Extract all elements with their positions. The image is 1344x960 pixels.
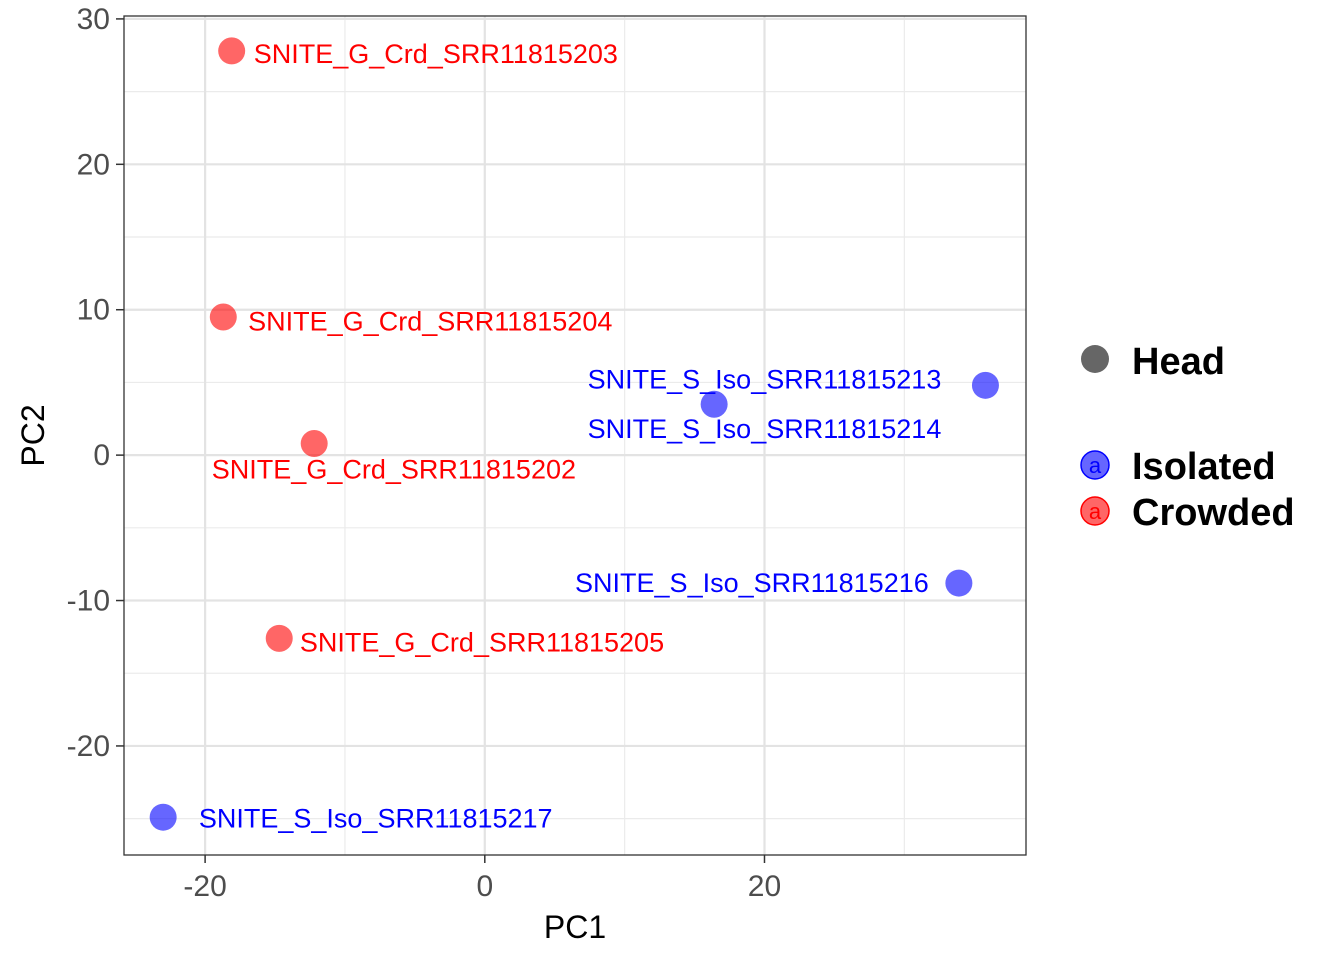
legend-key-head (1081, 345, 1109, 373)
major-gridlines (124, 16, 1026, 855)
data-point (971, 371, 999, 399)
legend-key-crowded (1080, 496, 1110, 526)
legend-key-glyph: a (1089, 453, 1102, 478)
point-label: SNITE_G_Crd_SRR11815205 (300, 628, 664, 658)
data-point (300, 429, 328, 457)
data-point (218, 37, 246, 65)
x-tick-label: 0 (476, 870, 493, 903)
data-point (945, 569, 973, 597)
y-tick-label: 0 (93, 439, 110, 472)
x-axis: -20 0 20 (183, 855, 781, 903)
data-point (265, 624, 293, 652)
point-label: SNITE_S_Iso_SRR11815213 (588, 365, 942, 395)
data-point (149, 803, 177, 831)
y-tick-label: -20 (67, 730, 110, 763)
y-tick-label: -10 (67, 585, 110, 618)
panel-border (123, 15, 1027, 856)
data-point (209, 303, 237, 331)
legend-label-isolated: Isolated (1132, 446, 1276, 488)
point-label: SNITE_G_Crd_SRR11815204 (248, 306, 612, 336)
x-tick-label: 20 (748, 870, 781, 903)
legend: Head a Isolated a Crowded (1080, 341, 1295, 534)
point-label: SNITE_S_Iso_SRR11815214 (588, 414, 942, 444)
y-axis: -20 -10 0 10 20 30 (67, 3, 124, 763)
legend-label-crowded: Crowded (1132, 492, 1295, 534)
data-point (700, 390, 728, 418)
x-tick-label: -20 (183, 870, 226, 903)
legend-key-isolated (1080, 450, 1110, 480)
y-tick-label: 30 (77, 3, 110, 36)
y-axis-label: PC2 (15, 404, 51, 466)
point-label: SNITE_S_Iso_SRR11815217 (199, 804, 553, 834)
legend-key-glyph: a (1089, 499, 1102, 524)
data-points (149, 37, 999, 831)
minor-gridlines (124, 16, 1026, 855)
x-axis-label: PC1 (544, 909, 606, 945)
point-label: SNITE_S_Iso_SRR11815216 (575, 568, 929, 598)
point-label: SNITE_G_Crd_SRR11815202 (212, 455, 576, 485)
point-labels: SNITE_S_Iso_SRR11815213 SNITE_S_Iso_SRR11… (199, 39, 941, 834)
y-tick-label: 20 (77, 148, 110, 181)
y-tick-label: 10 (77, 294, 110, 327)
legend-label-head: Head (1132, 341, 1225, 383)
point-label: SNITE_G_Crd_SRR11815203 (254, 39, 618, 69)
